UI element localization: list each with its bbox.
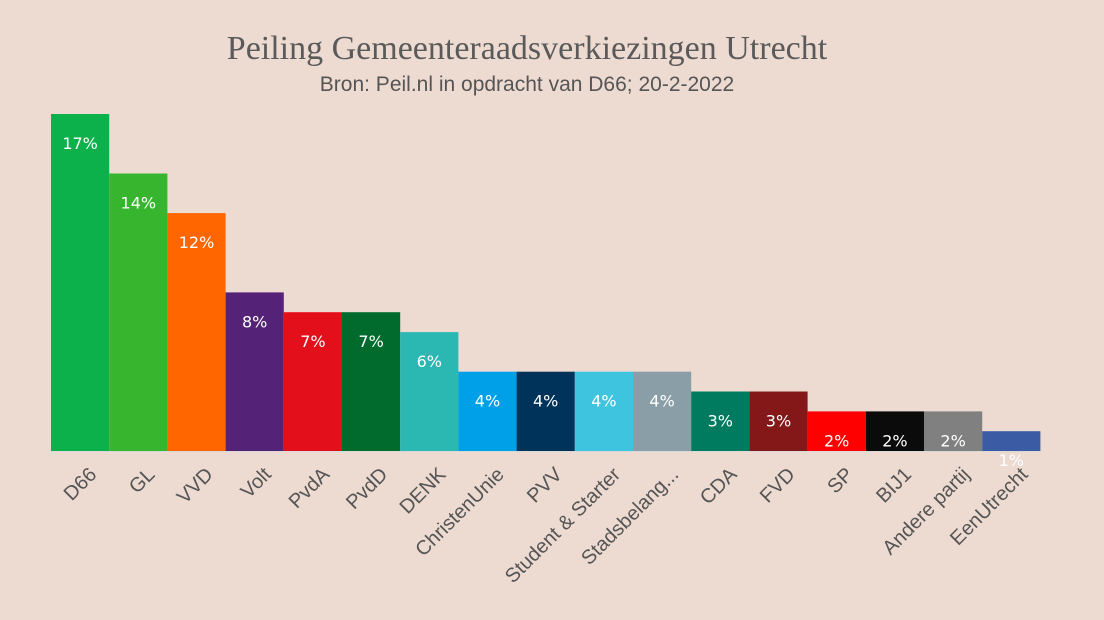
value-label-7: 4%	[475, 392, 500, 411]
bar-10	[633, 371, 692, 451]
value-label-1: 14%	[121, 194, 157, 213]
bar-9	[574, 371, 633, 451]
x-tick-label-4: PvdA	[285, 463, 335, 513]
x-tick-label-3: Volt	[237, 463, 276, 502]
x-tick-label-0: D66	[60, 464, 102, 506]
x-tick-label-5: PvdD	[342, 464, 392, 514]
value-label-10: 4%	[649, 392, 674, 411]
bar-15	[924, 411, 983, 451]
value-label-6: 6%	[417, 352, 442, 371]
bar-2	[167, 213, 226, 451]
bar-16	[982, 431, 1041, 451]
value-label-4: 7%	[300, 332, 325, 351]
bar-8	[516, 371, 575, 451]
value-label-14: 2%	[882, 431, 907, 450]
bar-11	[691, 391, 750, 451]
x-tick-label-2: VVD	[173, 464, 218, 509]
bar-7	[458, 371, 517, 451]
value-label-13: 2%	[824, 431, 849, 450]
bar-6	[400, 332, 459, 451]
x-tick-label-11: CDA	[696, 463, 742, 509]
x-tick-label-6: DENK	[396, 463, 451, 518]
bar-13	[807, 411, 866, 451]
bar-4	[283, 312, 342, 451]
bar-3	[225, 292, 284, 451]
x-tick-label-14: BIJ1	[872, 464, 916, 508]
bar-5	[342, 312, 401, 451]
value-labels-group: 17% 14% 12% 8% 7% 7% 6% 4% 4% 4% 4% 3% 3% 2% 2% 2% 1%	[62, 134, 1024, 470]
bar-12	[749, 391, 808, 451]
bar-0	[51, 114, 110, 451]
value-label-11: 3%	[708, 412, 733, 431]
value-label-15: 2%	[940, 431, 965, 450]
value-label-2: 12%	[179, 233, 215, 252]
chart-subtitle: Bron: Peil.nl in opdracht van D66; 20-2-…	[319, 73, 735, 96]
value-label-12: 3%	[766, 412, 791, 431]
chart-title: Peiling Gemeenteraadsverkiezingen Utrech…	[226, 30, 828, 67]
value-label-3: 8%	[242, 312, 267, 331]
x-tick-label-12: FVD	[756, 464, 800, 508]
value-label-8: 4%	[533, 392, 558, 411]
x-tick-label-8: PVV	[523, 463, 567, 507]
bars-group	[51, 114, 1041, 451]
value-label-9: 4%	[591, 392, 616, 411]
value-label-0: 17%	[62, 134, 98, 153]
value-label-5: 7%	[358, 332, 383, 351]
bar-14	[865, 411, 924, 451]
bar-1	[109, 173, 168, 451]
value-label-16: 1%	[999, 451, 1024, 470]
x-tick-label-1: GL	[125, 464, 159, 498]
x-tick-label-13: SP	[823, 464, 857, 498]
